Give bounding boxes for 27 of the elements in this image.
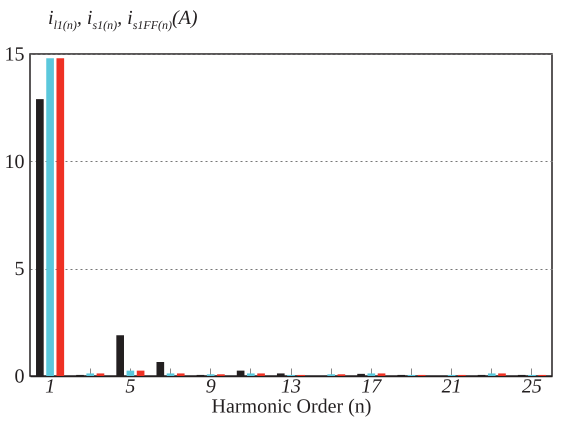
- bar: [257, 373, 265, 376]
- y-tick-label: 0: [14, 366, 24, 388]
- x-tick-label: 13: [281, 376, 301, 398]
- x-tick-label: 5: [125, 376, 136, 398]
- bar: [498, 373, 506, 376]
- x-tick-label: 1: [45, 376, 56, 398]
- bar: [367, 373, 376, 376]
- x-tick-label: 9: [206, 376, 216, 398]
- bar: [488, 373, 496, 376]
- x-tick-label: 21: [442, 376, 462, 398]
- bar: [136, 370, 144, 376]
- y-tick-label: 5: [14, 258, 24, 280]
- bar: [166, 373, 174, 376]
- x-tick-label: 25: [522, 376, 542, 398]
- y-tick-label: 10: [4, 150, 24, 173]
- bar: [56, 58, 64, 376]
- bar: [46, 58, 54, 376]
- bar: [378, 373, 386, 376]
- bar: [96, 373, 104, 376]
- x-tick-label: 17: [361, 376, 382, 398]
- bar: [126, 370, 134, 376]
- y-axis-title: i$_{l1(n)}$, i$_{s1(n)}$, i$_{s1FF(n)}$(A): [48, 7, 198, 32]
- bar: [176, 373, 185, 376]
- bar: [247, 373, 255, 376]
- y-tick-label: 15: [4, 44, 24, 66]
- x-axis-title: Harmonic Order (n): [212, 396, 372, 418]
- bar: [86, 373, 94, 376]
